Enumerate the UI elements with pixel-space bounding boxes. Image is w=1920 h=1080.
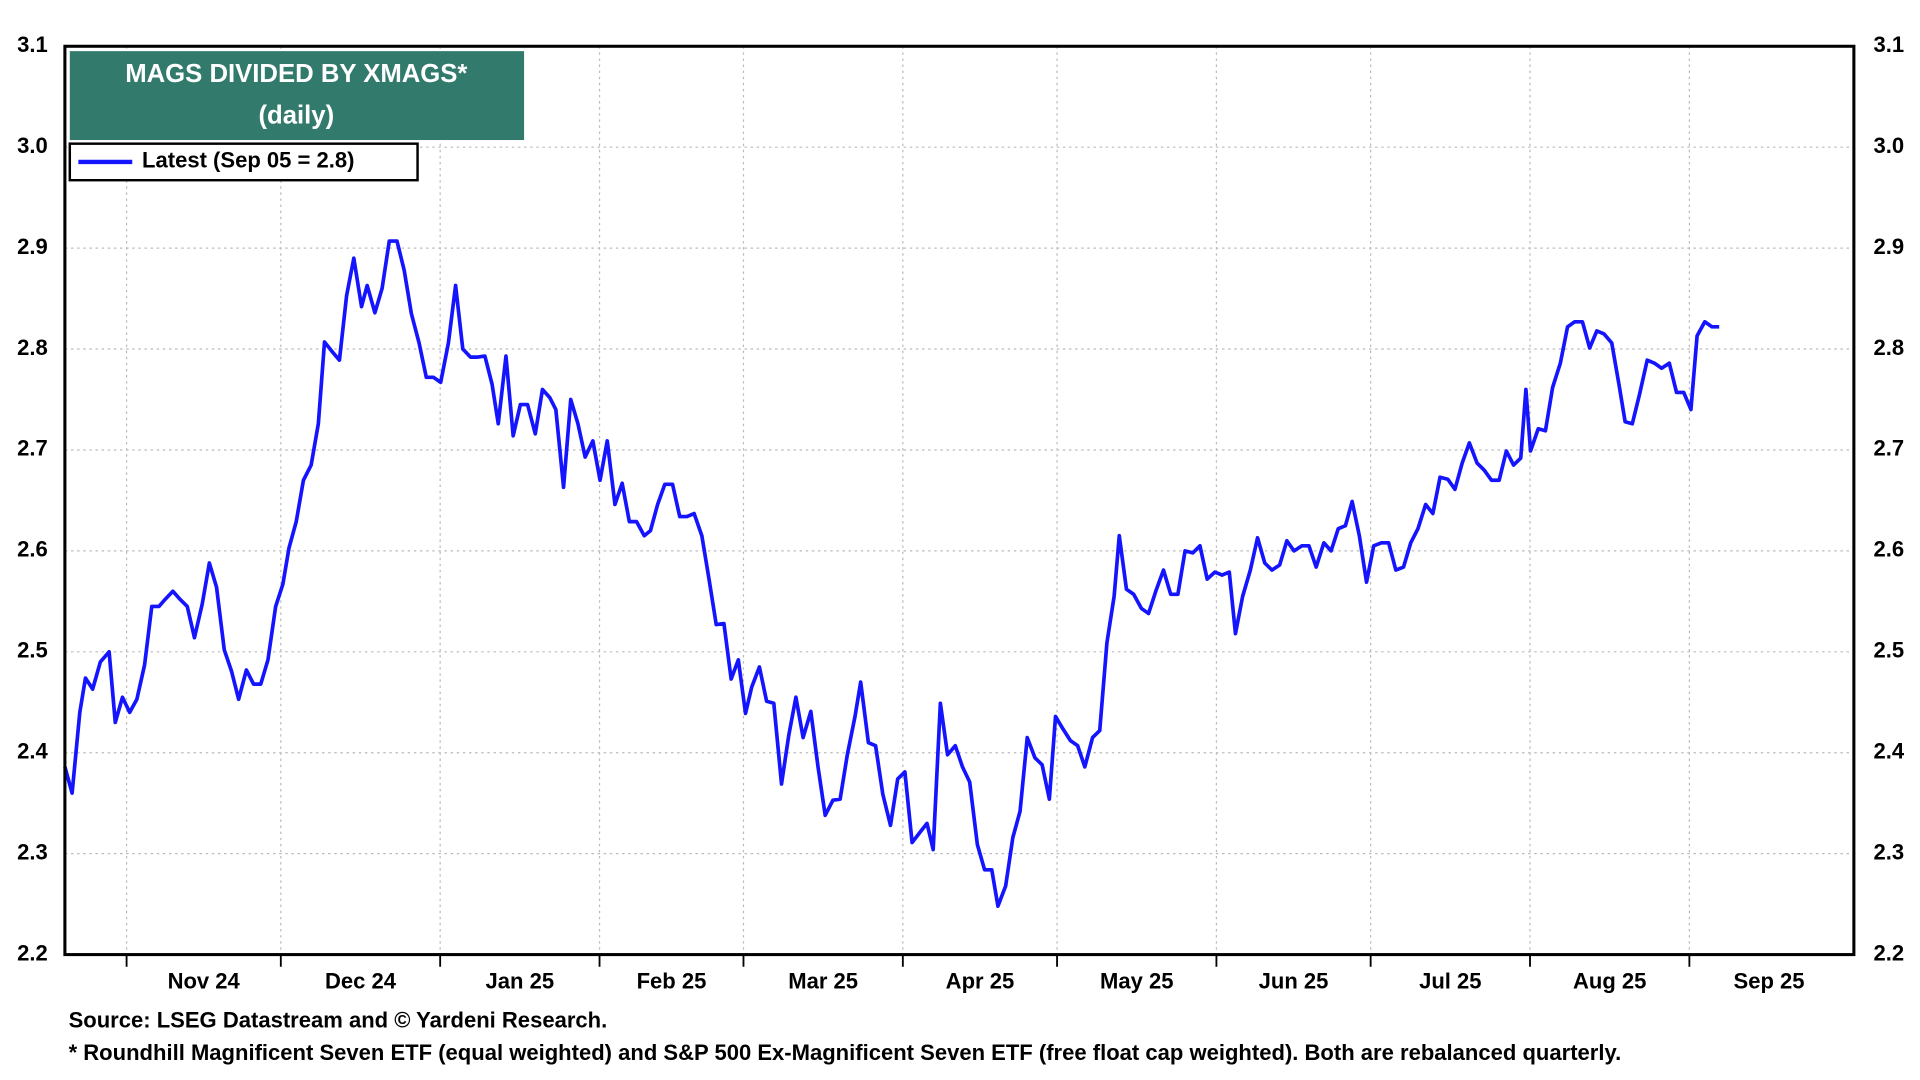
y-tick-label: 2.3 <box>17 840 48 865</box>
y-tick-label: 2.8 <box>17 335 48 360</box>
y2-tick-label: 2.2 <box>1873 940 1904 965</box>
data-line <box>63 239 1720 908</box>
x-tick-label: Jun 25 <box>1259 968 1329 993</box>
plot-frame <box>63 44 1856 957</box>
y2-tick-label: 3.1 <box>1873 32 1904 57</box>
plot <box>63 239 1720 908</box>
x-tick-label: Nov 24 <box>168 968 241 993</box>
y2-tick-label: 2.4 <box>1873 739 1904 764</box>
x-tick-label: Apr 25 <box>946 968 1015 993</box>
x-tick-label: Jul 25 <box>1419 968 1481 993</box>
y-tick-label: 2.2 <box>17 940 48 965</box>
x-tick-label: Dec 24 <box>325 968 397 993</box>
y-tick-label: 2.6 <box>17 537 48 562</box>
y2-tick-label: 2.3 <box>1873 840 1904 865</box>
y2-tick-label: 2.8 <box>1873 335 1904 360</box>
y-tick-label: 3.0 <box>17 133 48 158</box>
x-tick-label: Sep 25 <box>1734 968 1805 993</box>
y-tick-label: 2.4 <box>17 739 48 764</box>
chart-title: MAGS DIVIDED BY XMAGS* <box>125 60 467 88</box>
y2-tick-label: 2.9 <box>1873 234 1904 259</box>
y2-tick-label: 2.7 <box>1873 436 1904 461</box>
footnote: * Roundhill Magnificent Seven ETF (equal… <box>69 1040 1622 1065</box>
y2-tick-label: 3.0 <box>1873 133 1904 158</box>
title-box <box>69 51 525 141</box>
x-tick-label: Aug 25 <box>1573 968 1646 993</box>
y-tick-label: 3.1 <box>17 32 48 57</box>
y-tick-label: 2.7 <box>17 436 48 461</box>
x-tick-label: May 25 <box>1100 968 1173 993</box>
x-tick-label: Feb 25 <box>637 968 707 993</box>
y2-tick-label: 2.6 <box>1873 537 1904 562</box>
x-tick-label: Mar 25 <box>788 968 858 993</box>
x-tick-label: Jan 25 <box>486 968 555 993</box>
chart-subtitle: (daily) <box>258 102 334 130</box>
legend-label: Latest (Sep 05 = 2.8) <box>142 148 354 173</box>
y2-tick-label: 2.5 <box>1873 638 1904 663</box>
y-tick-label: 2.5 <box>17 638 48 663</box>
source-note: Source: LSEG Datastream and © Yardeni Re… <box>69 1007 608 1032</box>
y-tick-label: 2.9 <box>17 234 48 259</box>
